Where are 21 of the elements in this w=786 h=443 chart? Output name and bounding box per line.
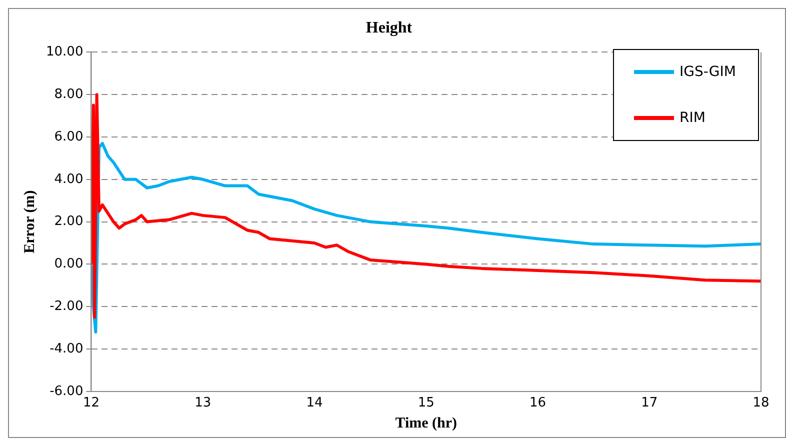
- x-tick-label: 13: [194, 396, 212, 411]
- y-tick-label: -4.00: [50, 341, 84, 356]
- y-tick-label: 4.00: [54, 172, 84, 187]
- x-tick-label: 12: [82, 396, 100, 411]
- legend-label: IGS-GIM: [680, 64, 736, 80]
- y-tick-label: 2.00: [54, 214, 84, 230]
- y-tick-label: 8.00: [54, 86, 84, 102]
- x-tick-label: 16: [529, 396, 546, 411]
- x-tick-label: 14: [306, 396, 323, 411]
- y-axis-title: Error (m): [22, 190, 38, 254]
- x-tick-label: 17: [641, 396, 658, 411]
- chart-title: Height: [366, 20, 413, 37]
- y-tick-label: 6.00: [54, 129, 84, 144]
- y-tick-label: 0.00: [54, 256, 84, 272]
- x-axis-title: Time (hr): [395, 415, 458, 432]
- y-tick-label: -2.00: [50, 298, 84, 314]
- x-tick-label: 18: [752, 396, 770, 411]
- legend-label: RIM: [680, 110, 706, 126]
- x-tick-label: 15: [418, 396, 434, 411]
- y-tick-label: 10.00: [46, 44, 84, 60]
- y-tick-label: -6.00: [50, 384, 84, 399]
